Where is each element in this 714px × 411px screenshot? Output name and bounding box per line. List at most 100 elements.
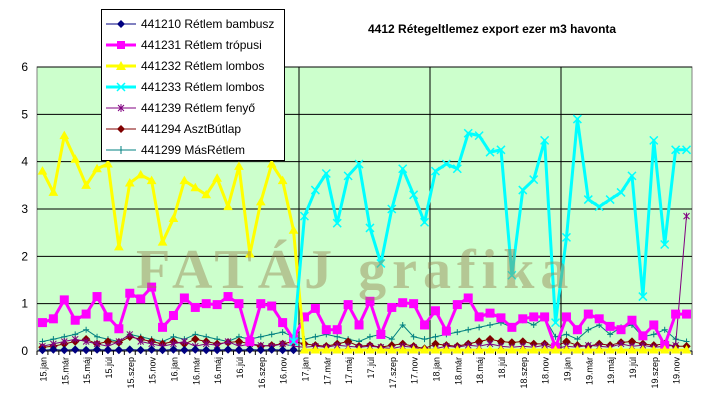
data-point xyxy=(71,335,79,343)
data-point xyxy=(168,213,179,222)
x-tick-label: 18.júl xyxy=(497,357,507,379)
legend-swatch xyxy=(106,40,136,49)
data-point xyxy=(81,309,91,319)
data-point xyxy=(399,321,406,328)
data-point xyxy=(463,293,473,303)
data-point xyxy=(81,345,91,355)
data-point xyxy=(683,212,690,220)
legend-swatch xyxy=(106,145,136,154)
data-point xyxy=(37,166,48,175)
data-point xyxy=(638,292,648,302)
data-point xyxy=(190,302,200,312)
data-point xyxy=(463,128,473,138)
data-point xyxy=(496,313,506,323)
data-point xyxy=(168,311,178,320)
data-point xyxy=(83,326,90,333)
data-point xyxy=(659,345,670,354)
legend-item: 441232 Rétlem lombos xyxy=(106,55,284,76)
legend-label: 441233 Rétlem lombos xyxy=(141,79,265,94)
data-point xyxy=(48,314,58,324)
data-point xyxy=(103,312,113,322)
data-point xyxy=(289,345,298,355)
data-point xyxy=(125,288,135,298)
data-point xyxy=(441,159,451,169)
data-point xyxy=(671,309,681,319)
data-point xyxy=(638,331,648,341)
x-tick-label: 16.máj xyxy=(213,357,223,384)
data-point xyxy=(234,299,244,309)
data-point xyxy=(190,182,201,192)
legend-label: 441239 Rétlem fenyő xyxy=(141,100,256,115)
data-point xyxy=(147,282,157,292)
legend-swatch xyxy=(106,124,136,133)
data-point xyxy=(245,248,255,258)
x-tick-label: 19.júl xyxy=(628,357,638,379)
data-point xyxy=(572,114,582,124)
data-point xyxy=(365,296,375,306)
x-tick-label: 17.nov xyxy=(410,357,420,385)
data-point xyxy=(420,217,430,227)
y-tick-label: 6 xyxy=(21,60,28,74)
x-tick-label: 15.júl xyxy=(104,357,114,379)
data-point xyxy=(616,187,626,197)
chart-title: 4412 Rétegeltlemez export ezer m3 havont… xyxy=(368,22,617,36)
data-point xyxy=(420,320,430,330)
data-point xyxy=(476,324,483,331)
data-point xyxy=(256,345,265,355)
data-point xyxy=(115,338,123,346)
data-point xyxy=(430,306,440,316)
data-point xyxy=(135,169,146,179)
y-tick-label: 5 xyxy=(21,107,28,121)
data-point xyxy=(627,345,637,354)
data-point xyxy=(627,171,637,181)
data-point xyxy=(310,345,321,354)
data-point xyxy=(60,338,68,346)
data-point xyxy=(343,300,353,310)
data-point xyxy=(103,159,113,168)
x-tick-label: 16.már xyxy=(191,357,201,385)
x-tick-label: 17.már xyxy=(322,357,332,385)
data-point xyxy=(430,345,441,354)
data-point xyxy=(550,345,561,354)
data-point xyxy=(561,232,571,242)
data-point xyxy=(485,147,495,157)
data-point xyxy=(191,334,200,344)
data-point xyxy=(441,326,451,336)
data-point xyxy=(517,345,528,354)
data-point xyxy=(354,159,364,169)
data-point xyxy=(365,223,375,233)
data-point xyxy=(605,345,615,354)
data-point xyxy=(202,345,211,355)
data-point xyxy=(136,345,145,355)
data-point xyxy=(310,185,320,195)
x-tick-label: 17.júl xyxy=(366,357,376,379)
data-point xyxy=(180,345,189,355)
data-point xyxy=(386,345,397,354)
data-point xyxy=(289,337,299,347)
data-point xyxy=(452,164,462,174)
data-point xyxy=(94,333,101,340)
data-point xyxy=(114,241,124,251)
data-point xyxy=(332,218,342,228)
data-point xyxy=(332,345,343,354)
legend-item: 441210 Rétlem bambusz xyxy=(106,13,284,34)
data-point xyxy=(487,321,494,328)
data-point xyxy=(147,345,156,354)
data-point xyxy=(158,345,167,355)
data-point xyxy=(627,315,637,325)
data-point xyxy=(92,292,102,302)
x-tick-label: 19.nov xyxy=(672,357,682,385)
data-point xyxy=(343,171,353,181)
data-point xyxy=(245,337,255,347)
data-point xyxy=(409,299,419,309)
data-point xyxy=(321,168,331,179)
data-point xyxy=(59,295,69,305)
x-tick-label: 16.nov xyxy=(279,357,289,385)
data-point xyxy=(114,345,124,355)
legend-item: 441299 MásRétlem xyxy=(106,139,284,160)
data-point xyxy=(507,322,517,332)
data-point xyxy=(365,345,375,354)
data-point xyxy=(92,345,102,354)
data-point xyxy=(268,331,275,338)
